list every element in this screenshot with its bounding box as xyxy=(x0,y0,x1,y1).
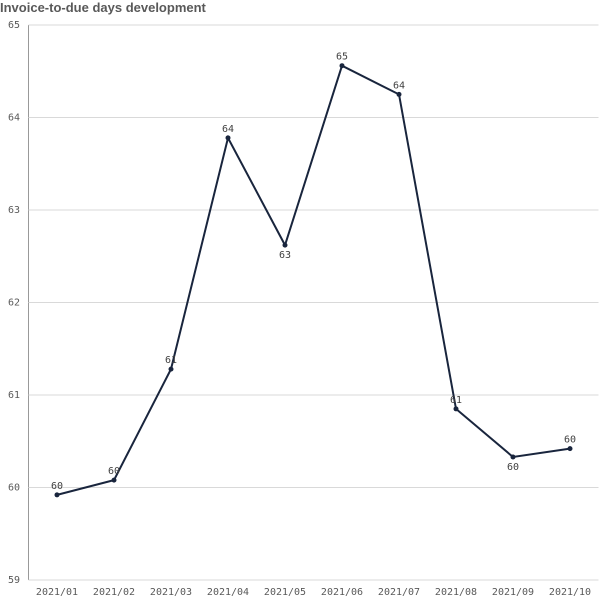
line xyxy=(56,64,571,496)
point xyxy=(111,477,117,483)
value-label: 64 xyxy=(222,124,234,135)
point xyxy=(54,492,60,498)
point xyxy=(567,446,573,452)
value-label: 64 xyxy=(393,80,405,91)
point xyxy=(225,135,231,141)
value-label: 60 xyxy=(51,481,63,492)
x-tick-label: 2021/06 xyxy=(321,587,363,598)
point xyxy=(339,63,345,69)
x-tick-label: 2021/03 xyxy=(150,587,192,598)
y-tick-label: 62 xyxy=(8,298,20,309)
value-label: 60 xyxy=(108,466,120,477)
x-tick-label: 2021/04 xyxy=(207,587,249,598)
value-label: 60 xyxy=(507,462,519,473)
value-label: 61 xyxy=(450,395,462,406)
point xyxy=(510,454,516,460)
x-tick-label: 2021/01 xyxy=(36,587,78,598)
x-tick-label: 2021/08 xyxy=(435,587,477,598)
point xyxy=(453,406,459,412)
value-label: 61 xyxy=(165,355,177,366)
y-tick-label: 63 xyxy=(8,205,20,216)
x-tick-label: 2021/02 xyxy=(93,587,135,598)
point xyxy=(282,242,288,248)
y-tick-label: 64 xyxy=(8,113,20,124)
y-tick-label: 59 xyxy=(8,575,20,586)
x-tick-label: 2021/05 xyxy=(264,587,306,598)
y-tick-label: 61 xyxy=(8,390,20,401)
x-tick-label: 2021/07 xyxy=(378,587,420,598)
value-label: 60 xyxy=(564,435,576,446)
chart-title: Invoice-to-due days development xyxy=(0,0,207,15)
y-tick-label: 65 xyxy=(8,20,20,31)
value-label: 63 xyxy=(279,250,291,261)
y-tick-label: 60 xyxy=(8,483,20,494)
point xyxy=(396,91,402,97)
value-label: 65 xyxy=(336,52,348,63)
x-tick-label: 2021/09 xyxy=(492,587,534,598)
point xyxy=(168,366,174,372)
x-tick-label: 2021/10 xyxy=(549,587,591,598)
